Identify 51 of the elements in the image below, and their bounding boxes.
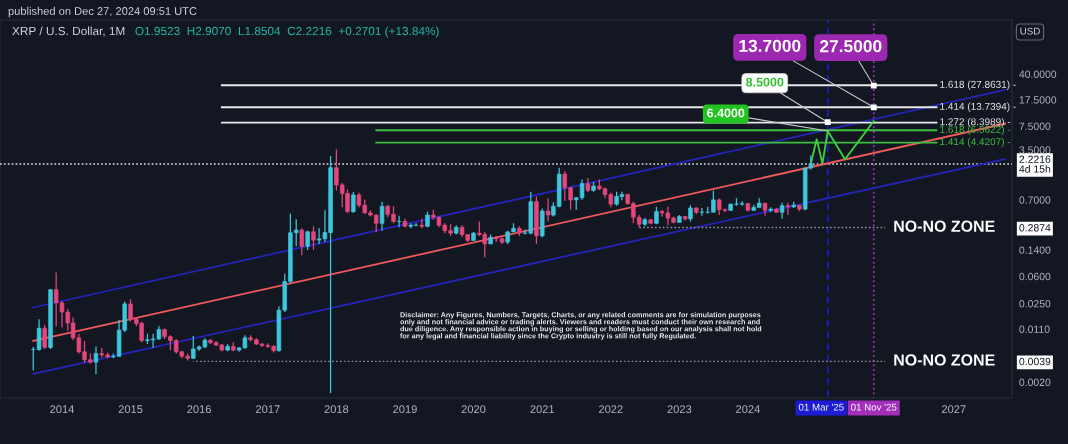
y-tick-label: 2.2216 4d 15h [1019,155,1051,173]
x-tick-label: 2022 [599,405,623,414]
text: published on Dec 27, 2024 09:51 UTC [8,6,197,18]
y-tick-label: 0.0039 [1019,357,1051,366]
candlestick [42,324,47,350]
x-tick-label: 2017 [256,405,280,414]
candlestick [351,191,356,214]
y-axis-title: USD [1020,27,1040,35]
x-tick-label: 2027 [941,405,966,414]
candlestick [36,318,42,352]
y-tick-label: 7.5000 [1019,122,1051,130]
candlestick [311,225,316,251]
y-tick-label: 0.0600 [1019,272,1051,281]
y-tick-label: 0.1400 [1019,246,1051,254]
candlestick [93,345,99,375]
y-tick-label: 0.2874 [1019,224,1051,232]
y-tick-label: 40.0000 [1019,70,1057,78]
x-tick-label: 2020 [461,405,486,414]
annotation: 6.4000 [707,108,745,118]
candlestick [545,197,551,223]
candlestick [419,218,425,229]
x-tick-label: 2015 [118,405,143,414]
annotation: 27.5000 [819,40,882,53]
series-label: NO-NO ZONE [894,220,995,232]
series-label: 1.414 (4.4207) - [940,137,1011,148]
ref-line-label: 01 Nov '25 [851,403,897,411]
y-tick-label: 17.5000 [1019,96,1057,104]
candlestick [379,201,385,232]
x-tick-label: 2021 [530,405,555,414]
x-tick-label: 2014 [50,405,75,414]
y-tick-label: 0.0110 [1019,325,1050,333]
y-tick-label: 0.0250 [1019,300,1051,308]
candlestick [785,202,791,216]
text: O1.9523 H2.9070 L1.8504 C2.2216 +0.2701 (+13.84%) [135,26,439,38]
annotation: 8.5000 [746,77,784,87]
annotation: 13.7000 [739,39,801,53]
candlestick [739,200,745,207]
chart-title: XRP / U.S. Dollar, 1M [12,26,125,37]
series-label: 1.618 (27.8631) - [940,80,1016,90]
x-tick-label: 2016 [187,405,211,414]
x-tick-label: 2019 [393,405,417,414]
y-tick-label: 0.0020 [1019,378,1051,386]
y-tick-label: 3.5000 [1019,146,1051,154]
candlestick [299,227,305,256]
series-label: 1.414 (13.7394) - [940,102,1016,112]
ref-line-label: 01 Mar '25 [798,403,844,411]
x-tick-label: 2018 [324,405,349,414]
x-tick-label: 2024 [736,405,760,414]
x-tick-label: 2023 [667,405,692,414]
y-tick-label: 0.7000 [1019,196,1051,204]
series-label: NO-NO ZONE [894,354,995,366]
